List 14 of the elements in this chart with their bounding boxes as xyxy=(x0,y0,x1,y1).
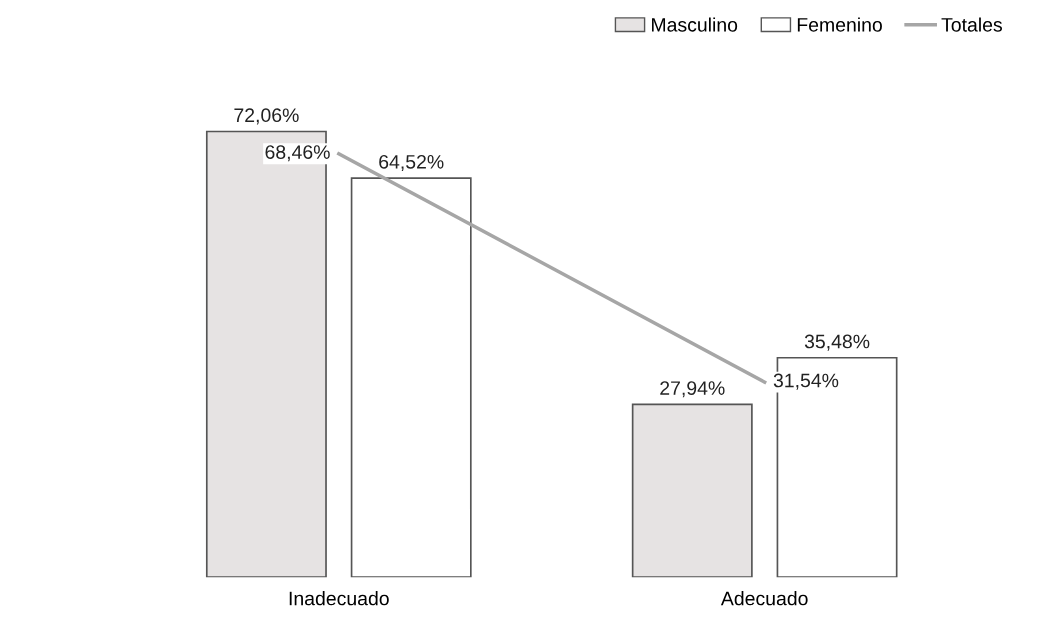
data-label: 27,94% xyxy=(660,381,725,398)
bar xyxy=(631,403,753,578)
data-label: 31,54% xyxy=(773,373,839,390)
bar xyxy=(350,177,472,578)
legend-label: Femenino xyxy=(797,17,882,32)
data-label: 64,52% xyxy=(379,154,444,172)
data-label: 68,46% xyxy=(265,145,330,162)
x-tick-label: Inadecuado xyxy=(289,591,389,606)
legend-label: Totales xyxy=(941,17,1002,32)
data-label: 35,48% xyxy=(804,334,870,351)
legend-label: Masculino xyxy=(652,17,738,32)
data-label: 72,06% xyxy=(234,108,299,125)
x-tick-label: Adecuado xyxy=(720,591,808,606)
bar xyxy=(776,356,898,578)
